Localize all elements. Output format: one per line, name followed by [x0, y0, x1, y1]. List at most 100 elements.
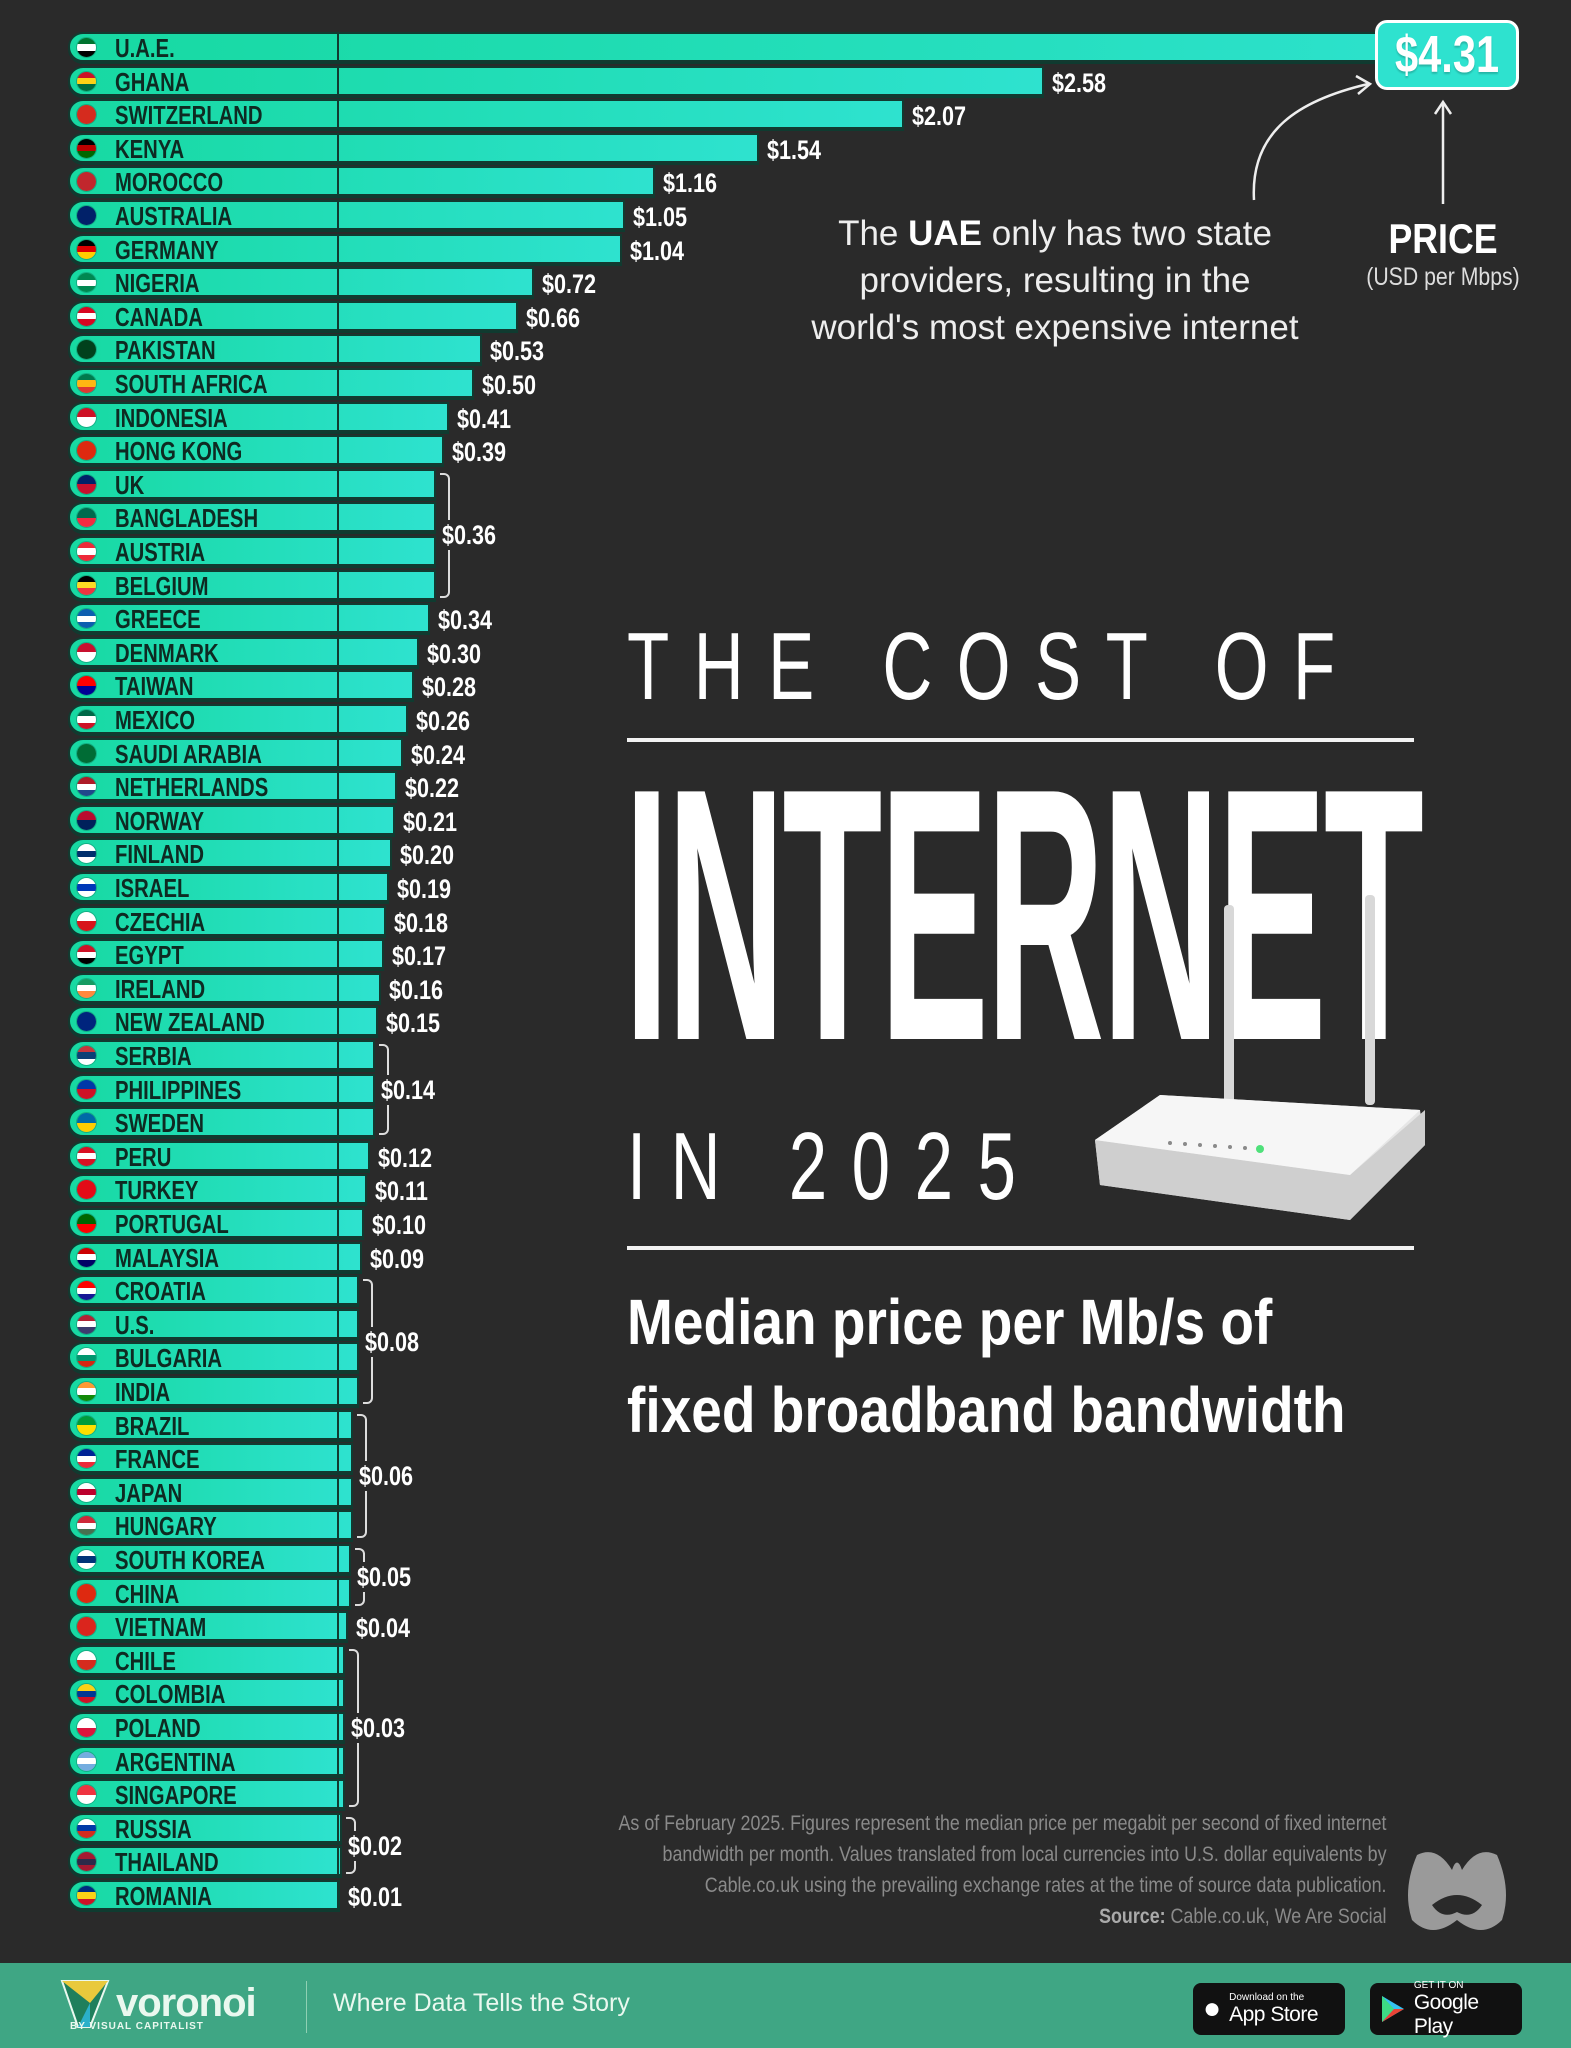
value-label: $0.18 [394, 907, 449, 938]
value-label: $1.05 [632, 202, 687, 232]
label-divider [337, 470, 339, 497]
label-divider [337, 672, 339, 699]
category-label: UK [115, 469, 145, 500]
subtitle: Median price per Mb/s of fixed broadband… [627, 1278, 1346, 1454]
value-label: $0.53 [490, 336, 545, 367]
flag-icon [76, 1145, 97, 1167]
google-play-label: Google Play [1413, 1990, 1479, 2038]
value-label: $0.03 [351, 1713, 406, 1743]
bar-bangladesh: BANGLADESH [68, 502, 436, 534]
bar-netherlands: NETHERLANDS [68, 771, 398, 803]
flag-icon [76, 709, 97, 730]
category-label: JAPAN [115, 1477, 183, 1508]
highlight-value-badge: $4.31 [1375, 20, 1519, 90]
label-divider [337, 907, 339, 934]
label-divider [337, 806, 339, 833]
category-label: EGYPT [115, 940, 184, 971]
value-label: $0.28 [421, 672, 476, 703]
label-divider [337, 1814, 339, 1841]
bar-portugal: PORTUGAL [68, 1208, 365, 1238]
label-divider [337, 1747, 339, 1774]
label-divider [337, 235, 339, 262]
category-label: TAIWAN [115, 671, 194, 702]
app-store-button[interactable]: ● Download on the App Store [1193, 1983, 1345, 2035]
label-divider [337, 1277, 339, 1304]
google-play-button[interactable]: GET IT ON Google Play [1370, 1980, 1522, 2038]
category-label: FINLAND [115, 839, 204, 870]
bar-kenya: KENYA [68, 132, 759, 163]
value-label: $2.58 [1051, 67, 1106, 98]
category-label: SOUTH KOREA [115, 1545, 265, 1575]
label-divider [337, 168, 339, 195]
label-divider [337, 504, 339, 531]
flag-icon [76, 339, 97, 361]
footer-divider [306, 1981, 307, 2033]
category-label: SINGAPORE [115, 1780, 237, 1811]
label-divider [337, 1546, 339, 1572]
flag-icon [76, 877, 97, 898]
flag-icon [76, 305, 97, 327]
voronoi-logo[interactable]: voronoi [60, 1977, 257, 2029]
flag-icon [76, 272, 97, 294]
label-divider [337, 1714, 339, 1740]
footnote-line: As of February 2025. Figures represent t… [618, 1812, 1386, 1835]
category-label: NETHERLANDS [115, 772, 269, 803]
footnote: As of February 2025. Figures represent t… [618, 1808, 1386, 1932]
annotation-text: only has two state [982, 214, 1272, 253]
bar-norway: NORWAY [68, 804, 395, 835]
flag-icon [76, 1179, 97, 1201]
annotation-bold: UAE [908, 214, 983, 253]
bar-germany: GERMANY [68, 233, 622, 264]
category-label: POLAND [115, 1713, 201, 1743]
category-label: PERU [115, 1141, 172, 1172]
flag-icon [76, 406, 97, 428]
value-label: $0.12 [377, 1142, 432, 1173]
bar-belgium: BELGIUM [68, 569, 436, 600]
category-label: BANGLADESH [115, 503, 259, 534]
bar-finland: FINLAND [68, 838, 392, 870]
label-divider [337, 1310, 339, 1337]
label-divider [337, 437, 339, 464]
flag-icon [76, 742, 97, 764]
bar-colombia: COLOMBIA [68, 1678, 346, 1710]
value-label: $0.02 [348, 1830, 403, 1861]
flag-icon [76, 137, 97, 159]
category-label: COLOMBIA [115, 1679, 226, 1710]
category-label: THAILAND [115, 1847, 219, 1878]
label-divider [337, 1243, 339, 1270]
value-label: $0.14 [381, 1074, 436, 1105]
bar-switzerland: SWITZERLAND [68, 99, 905, 130]
flag-icon [76, 641, 97, 663]
label-divider [337, 1008, 339, 1035]
category-label: ARGENTINA [115, 1746, 236, 1777]
label-divider [337, 67, 339, 94]
category-label: U.S. [115, 1309, 155, 1340]
label-divider [337, 1378, 339, 1404]
flag-icon [76, 1045, 97, 1066]
category-label: GHANA [115, 66, 190, 97]
label-divider [337, 1848, 339, 1875]
value-label: $0.30 [427, 638, 482, 669]
bar-russia: RUSSIA [68, 1812, 343, 1843]
label-divider [337, 202, 339, 228]
bar-argentina: ARGENTINA [68, 1745, 346, 1777]
bar-u-s-: U.S. [68, 1308, 359, 1340]
category-label: AUSTRIA [115, 537, 206, 567]
value-label: $0.36 [441, 520, 496, 551]
flag-icon [76, 70, 97, 92]
title-divider [627, 738, 1414, 742]
label-divider [337, 941, 339, 968]
source-label: Source: [1098, 1905, 1166, 1928]
category-label: CROATIA [115, 1276, 206, 1307]
label-divider [337, 1042, 339, 1068]
label-divider [337, 1478, 339, 1505]
label-divider [337, 706, 339, 732]
flag-icon [76, 1649, 97, 1671]
bar-serbia: SERBIA [68, 1040, 376, 1070]
value-label: $0.08 [364, 1326, 419, 1357]
curved-arrow [1252, 82, 1369, 201]
bar-canada: CANADA [68, 300, 518, 331]
bar-india: INDIA [68, 1376, 359, 1406]
flag-icon [76, 1851, 97, 1873]
bar-czechia: CZECHIA [68, 905, 387, 936]
